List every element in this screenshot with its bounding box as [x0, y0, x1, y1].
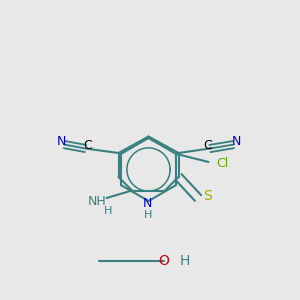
Text: Cl: Cl — [216, 157, 228, 170]
Text: H: H — [143, 210, 152, 220]
Text: N: N — [57, 135, 66, 148]
Text: H: H — [104, 206, 112, 216]
Text: C: C — [203, 139, 212, 152]
Text: H: H — [179, 254, 190, 268]
Text: C: C — [83, 139, 92, 152]
Text: N: N — [143, 197, 152, 210]
Text: N: N — [232, 135, 241, 148]
Text: O: O — [158, 254, 169, 268]
Text: S: S — [202, 190, 211, 203]
Text: NH: NH — [88, 195, 107, 208]
